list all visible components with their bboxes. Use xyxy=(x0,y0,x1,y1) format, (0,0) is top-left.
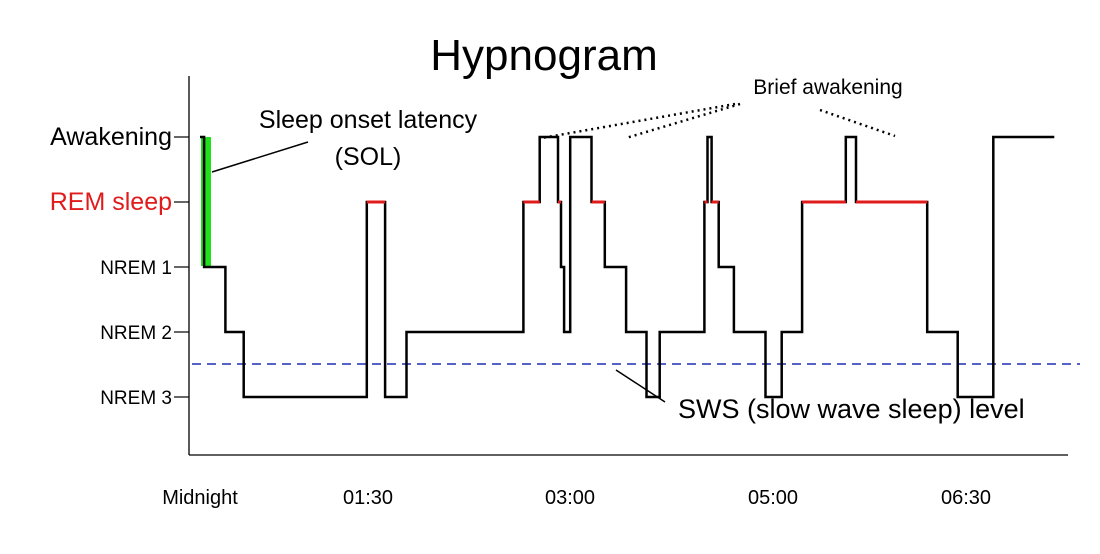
y-tick-label: Awakening xyxy=(50,123,172,151)
x-tick-label: 06:30 xyxy=(941,487,991,509)
hypnogram-series xyxy=(200,135,1055,399)
x-tick-label: 05:00 xyxy=(748,487,798,509)
y-axis-labels: NREM 3 NREM 2 NREM 1 REM sleep Awakening xyxy=(50,123,189,409)
y-tick-label: NREM 1 xyxy=(100,258,172,279)
sol-label: Sleep onset latency xyxy=(259,106,478,134)
sol-pointer xyxy=(211,141,309,173)
brief-pointer-3 xyxy=(819,108,896,138)
x-axis-labels: Midnight 01:30 03:00 05:00 06:30 xyxy=(162,487,991,509)
x-tick-label: 01:30 xyxy=(343,487,393,509)
sws-pointer xyxy=(615,369,666,403)
sol-bar xyxy=(201,137,211,266)
sol-abbrev: (SOL) xyxy=(335,143,402,171)
chart-title: Hypnogram xyxy=(430,31,657,80)
sws-label: SWS (slow wave sleep) level xyxy=(678,394,1025,424)
hypnogram-line xyxy=(200,135,1055,399)
x-tick-label: Midnight xyxy=(162,487,238,509)
brief-pointer-1 xyxy=(541,102,736,140)
brief-pointer-2 xyxy=(625,102,741,140)
y-tick-label: NREM 3 xyxy=(100,388,172,409)
brief-awakening-label: Brief awakening xyxy=(753,76,902,99)
y-tick-label: NREM 2 xyxy=(100,323,172,344)
x-tick-label: 03:00 xyxy=(545,487,595,509)
axes xyxy=(188,76,1068,456)
y-tick-label: REM sleep xyxy=(50,188,172,216)
